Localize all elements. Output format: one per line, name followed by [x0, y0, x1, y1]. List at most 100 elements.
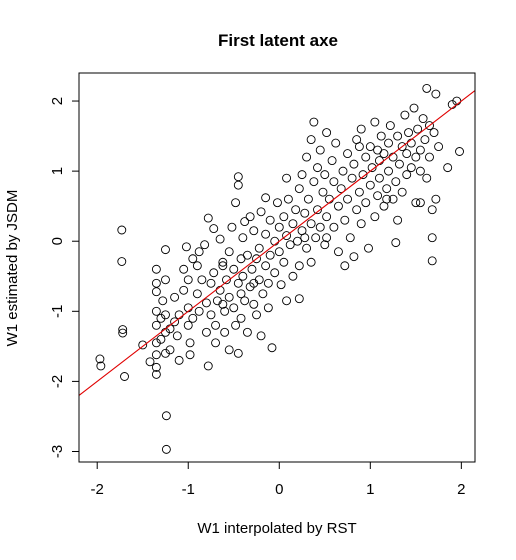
data-point-172	[374, 156, 384, 166]
data-point-156	[349, 159, 359, 169]
data-point-96	[261, 261, 271, 271]
data-point-203	[422, 173, 432, 183]
data-point-196	[411, 152, 421, 162]
data-point-115	[288, 219, 298, 229]
data-point-124	[302, 243, 312, 253]
data-point-103	[270, 236, 280, 246]
data-point-37	[181, 242, 191, 252]
data-point-83	[242, 327, 252, 337]
data-point-33	[174, 310, 184, 320]
y-axis: -3 -2 -1 0 1 2	[49, 97, 80, 458]
data-point-68	[224, 292, 234, 302]
data-point-231	[391, 238, 401, 248]
data-point-147	[334, 201, 343, 211]
data-point-112	[282, 296, 292, 306]
data-point-193	[406, 163, 416, 173]
x-axis-label: W1 interpolated by RST	[197, 520, 356, 537]
data-point-49	[200, 240, 210, 250]
data-point-118	[293, 236, 302, 246]
y-tick-label-5: 2	[49, 97, 66, 105]
data-point-102	[267, 343, 277, 353]
data-point-131	[309, 117, 319, 127]
data-point-82	[242, 250, 252, 260]
data-point-56	[209, 224, 219, 234]
data-point-32	[172, 331, 182, 341]
data-point-54	[206, 278, 216, 288]
data-point-18	[161, 245, 170, 255]
data-point-187	[397, 142, 407, 152]
y-tick-label-1: -2	[49, 375, 66, 388]
data-point-135	[315, 145, 325, 155]
y-tick-label-0: -3	[49, 445, 66, 458]
data-point-77	[236, 289, 246, 299]
data-point-206	[425, 121, 434, 131]
data-point-7	[138, 340, 148, 350]
data-point-225	[282, 173, 292, 183]
data-point-173	[374, 173, 384, 183]
data-point-52	[203, 361, 213, 371]
data-point-57	[209, 268, 219, 278]
data-point-130	[309, 177, 319, 187]
data-point-44	[188, 313, 198, 323]
data-point-157	[352, 205, 362, 215]
data-point-209	[427, 233, 437, 243]
data-point-20	[161, 310, 170, 320]
data-point-181	[388, 194, 398, 204]
data-point-179	[384, 166, 393, 176]
data-point-136	[315, 222, 325, 232]
data-point-59	[211, 338, 221, 348]
data-point-127	[306, 219, 316, 229]
data-point-64	[220, 306, 230, 316]
data-point-42	[185, 350, 195, 360]
y-tick-label-2: -1	[49, 305, 66, 318]
data-point-22	[161, 348, 170, 358]
data-point-63	[218, 261, 228, 271]
data-point-31	[170, 317, 180, 327]
data-point-227	[322, 233, 332, 243]
data-point-230	[382, 194, 392, 204]
x-tick-label-1: -1	[182, 481, 195, 498]
data-point-93	[256, 331, 266, 341]
data-point-36	[179, 285, 189, 295]
data-point-108	[276, 280, 286, 290]
data-point-50	[201, 298, 211, 308]
data-point-95	[258, 289, 268, 299]
data-point-218	[194, 247, 204, 257]
data-point-140	[322, 128, 332, 138]
data-point-233	[373, 145, 383, 155]
data-point-169	[370, 212, 380, 222]
data-point-27	[156, 334, 166, 344]
y-tick-label-3: 0	[49, 237, 66, 245]
data-point-153	[343, 194, 352, 204]
data-point-192	[404, 128, 413, 138]
data-point-122	[297, 170, 307, 180]
data-point-11	[151, 287, 161, 297]
x-tick-label-3: 1	[366, 481, 374, 498]
data-point-6	[120, 372, 129, 381]
data-point-74	[233, 278, 243, 288]
data-point-195	[409, 103, 419, 113]
data-point-205	[425, 152, 434, 162]
data-point-188	[397, 187, 407, 197]
data-point-13	[151, 320, 161, 330]
data-point-150	[338, 166, 348, 176]
data-point-117	[291, 205, 301, 215]
data-point-123	[300, 208, 310, 218]
data-point-159	[354, 187, 364, 197]
x-tick-label-0: -2	[91, 481, 104, 498]
data-point-174	[376, 131, 386, 141]
data-point-29	[165, 345, 175, 355]
data-point-161	[356, 124, 366, 134]
data-point-47	[194, 306, 204, 316]
data-point-81	[240, 296, 250, 306]
data-point-152	[343, 149, 352, 159]
data-point-120	[294, 261, 304, 271]
data-point-87	[249, 299, 259, 309]
data-point-128	[306, 135, 316, 145]
data-point-55	[206, 310, 216, 320]
data-point-199	[415, 145, 425, 155]
data-point-26	[156, 313, 166, 323]
data-point-184	[393, 131, 403, 141]
data-point-163	[361, 152, 371, 162]
